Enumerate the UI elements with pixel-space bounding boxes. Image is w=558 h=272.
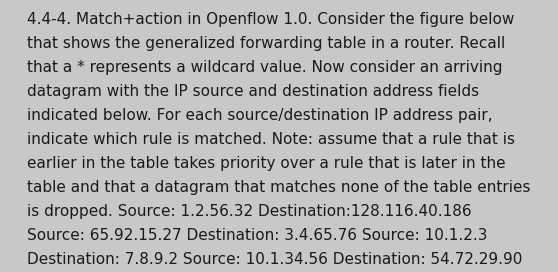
Text: that a * represents a wildcard value. Now consider an arriving: that a * represents a wildcard value. No… (27, 60, 502, 75)
Text: datagram with the IP source and destination address fields: datagram with the IP source and destinat… (27, 84, 479, 99)
Text: is dropped. Source: 1.2.56.32 Destination:128.116.40.186: is dropped. Source: 1.2.56.32 Destinatio… (27, 204, 472, 219)
Text: that shows the generalized forwarding table in a router. Recall: that shows the generalized forwarding ta… (27, 36, 505, 51)
Text: indicate which rule is matched. Note: assume that a rule that is: indicate which rule is matched. Note: as… (27, 132, 515, 147)
Text: Destination: 7.8.9.2 Source: 10.1.34.56 Destination: 54.72.29.90: Destination: 7.8.9.2 Source: 10.1.34.56 … (27, 252, 522, 267)
Text: table and that a datagram that matches none of the table entries: table and that a datagram that matches n… (27, 180, 530, 195)
Text: 4.4-4. Match+action in Openflow 1.0. Consider the figure below: 4.4-4. Match+action in Openflow 1.0. Con… (27, 12, 514, 27)
Text: indicated below. For each source/destination IP address pair,: indicated below. For each source/destina… (27, 108, 492, 123)
Text: Source: 65.92.15.27 Destination: 3.4.65.76 Source: 10.1.2.3: Source: 65.92.15.27 Destination: 3.4.65.… (27, 228, 487, 243)
Text: earlier in the table takes priority over a rule that is later in the: earlier in the table takes priority over… (27, 156, 506, 171)
